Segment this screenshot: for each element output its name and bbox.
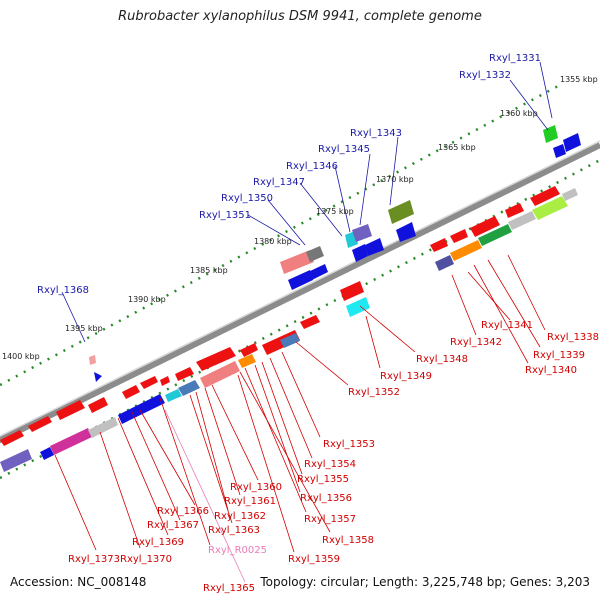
- ruler-label: 1365 kbp: [438, 143, 476, 152]
- gene-label[interactable]: Rxyl_1342: [450, 337, 502, 348]
- gene-label[interactable]: Rxyl_1343: [350, 128, 402, 139]
- gene-label[interactable]: Rxyl_1366: [157, 506, 209, 517]
- gene-label[interactable]: Rxyl_1356: [300, 493, 352, 504]
- leader-lines-bottom: [54, 254, 546, 583]
- gene-label[interactable]: Rxyl_1369: [132, 537, 184, 548]
- gene-label[interactable]: Rxyl_1351: [199, 210, 251, 221]
- ruler-label: 1385 kbp: [190, 266, 228, 275]
- gene-label[interactable]: Rxyl_1363: [208, 525, 260, 536]
- ruler-label: 1390 kbp: [128, 295, 166, 304]
- gene-label[interactable]: Rxyl_1338: [547, 332, 599, 343]
- gene-label[interactable]: Rxyl_1352: [348, 387, 400, 398]
- gene-label[interactable]: Rxyl_1349: [380, 371, 432, 382]
- gene-label[interactable]: Rxyl_1331: [489, 53, 541, 64]
- gene-label[interactable]: Rxyl_1348: [416, 354, 468, 365]
- gene-label[interactable]: Rxyl_1367: [147, 520, 199, 531]
- gene-label[interactable]: Rxyl_1340: [525, 365, 577, 376]
- gene-label[interactable]: Rxyl_1373: [68, 554, 120, 565]
- gene-label[interactable]: Rxyl_1332: [459, 70, 511, 81]
- gene-label[interactable]: Rxyl_1350: [221, 193, 273, 204]
- gene-label[interactable]: Rxyl_1347: [253, 177, 305, 188]
- gene-label[interactable]: Rxyl_1359: [288, 554, 340, 565]
- forward-genes: [0, 186, 560, 446]
- ruler-label: 1380 kbp: [254, 237, 292, 246]
- gene-label[interactable]: Rxyl_1345: [318, 144, 370, 155]
- gene-label[interactable]: Rxyl_1355: [297, 474, 349, 485]
- gene-label[interactable]: Rxyl_1365: [203, 583, 255, 594]
- ruler-label: 1400 kbp: [2, 352, 40, 361]
- leader-lines-top: [61, 61, 553, 343]
- gene-label[interactable]: Rxyl_1354: [304, 459, 356, 470]
- feature-blocks: [0, 188, 578, 472]
- genome-title: Rubrobacter xylanophilus DSM 9941, compl…: [118, 9, 482, 24]
- gene-label[interactable]: Rxyl_1339: [533, 350, 585, 361]
- ruler-label: 1395 kbp: [65, 324, 103, 333]
- gene-label[interactable]: Rxyl_1361: [224, 496, 276, 507]
- gene-label[interactable]: Rxyl_1341: [481, 320, 533, 331]
- genome-backbone: [0, 142, 600, 444]
- ruler-label: 1355 kbp: [560, 75, 598, 84]
- genome-summary-text: Topology: circular; Length: 3,225,748 bp…: [260, 575, 590, 589]
- ruler-label: 1375 kbp: [316, 207, 354, 216]
- gene-label[interactable]: Rxyl_R0025: [208, 545, 267, 556]
- gene-label[interactable]: Rxyl_1353: [323, 439, 375, 450]
- gene-label[interactable]: Rxyl_1357: [304, 514, 356, 525]
- isolated-genes: [89, 125, 581, 382]
- gene-label[interactable]: Rxyl_1346: [286, 161, 338, 172]
- gene-label[interactable]: Rxyl_1368: [37, 285, 89, 296]
- gene-label[interactable]: Rxyl_1362: [214, 511, 266, 522]
- ruler-label: 1370 kbp: [376, 175, 414, 184]
- gene-label[interactable]: Rxyl_1370: [120, 554, 172, 565]
- gene-label[interactable]: Rxyl_1358: [322, 535, 374, 546]
- accession-text: Accession: NC_008148: [10, 575, 147, 589]
- gene-label[interactable]: Rxyl_1360: [230, 482, 282, 493]
- ruler-label: 1360 kbp: [500, 109, 538, 118]
